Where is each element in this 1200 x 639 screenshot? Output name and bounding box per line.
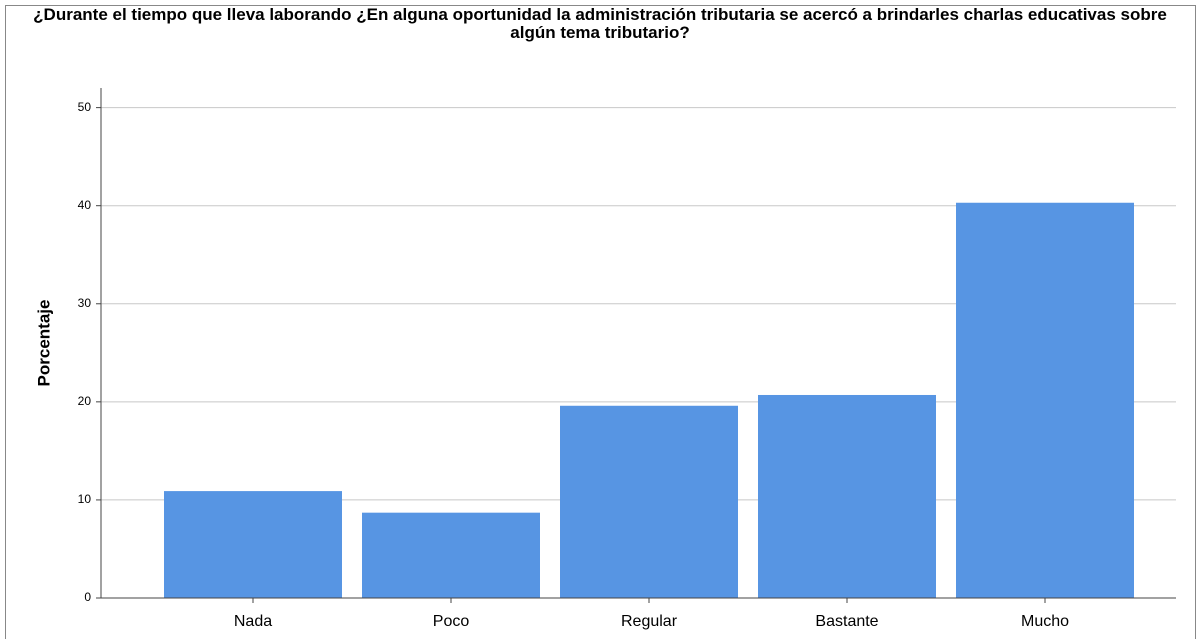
bar bbox=[758, 394, 936, 598]
x-tick-label: Mucho bbox=[1021, 613, 1069, 630]
x-tick-label: Bastante bbox=[815, 613, 878, 630]
y-tick-label: 0 bbox=[84, 590, 91, 604]
bar bbox=[362, 512, 540, 598]
y-tick-label: 50 bbox=[78, 100, 92, 114]
y-tick-label: 30 bbox=[78, 296, 92, 310]
bar bbox=[956, 202, 1134, 598]
chart-title: ¿Durante el tiempo que lleva laborando ¿… bbox=[33, 5, 1167, 42]
frame bbox=[5, 5, 1196, 639]
y-tick-label: 20 bbox=[78, 394, 92, 408]
bar bbox=[164, 491, 342, 598]
bar bbox=[560, 405, 738, 598]
y-tick-label: 40 bbox=[78, 198, 92, 212]
x-tick-label: Poco bbox=[433, 613, 470, 630]
x-tick-label: Regular bbox=[621, 613, 678, 630]
x-tick-label: Nada bbox=[234, 613, 272, 630]
y-axis-label: Porcentaje bbox=[34, 300, 53, 387]
y-tick-label: 10 bbox=[78, 492, 92, 506]
